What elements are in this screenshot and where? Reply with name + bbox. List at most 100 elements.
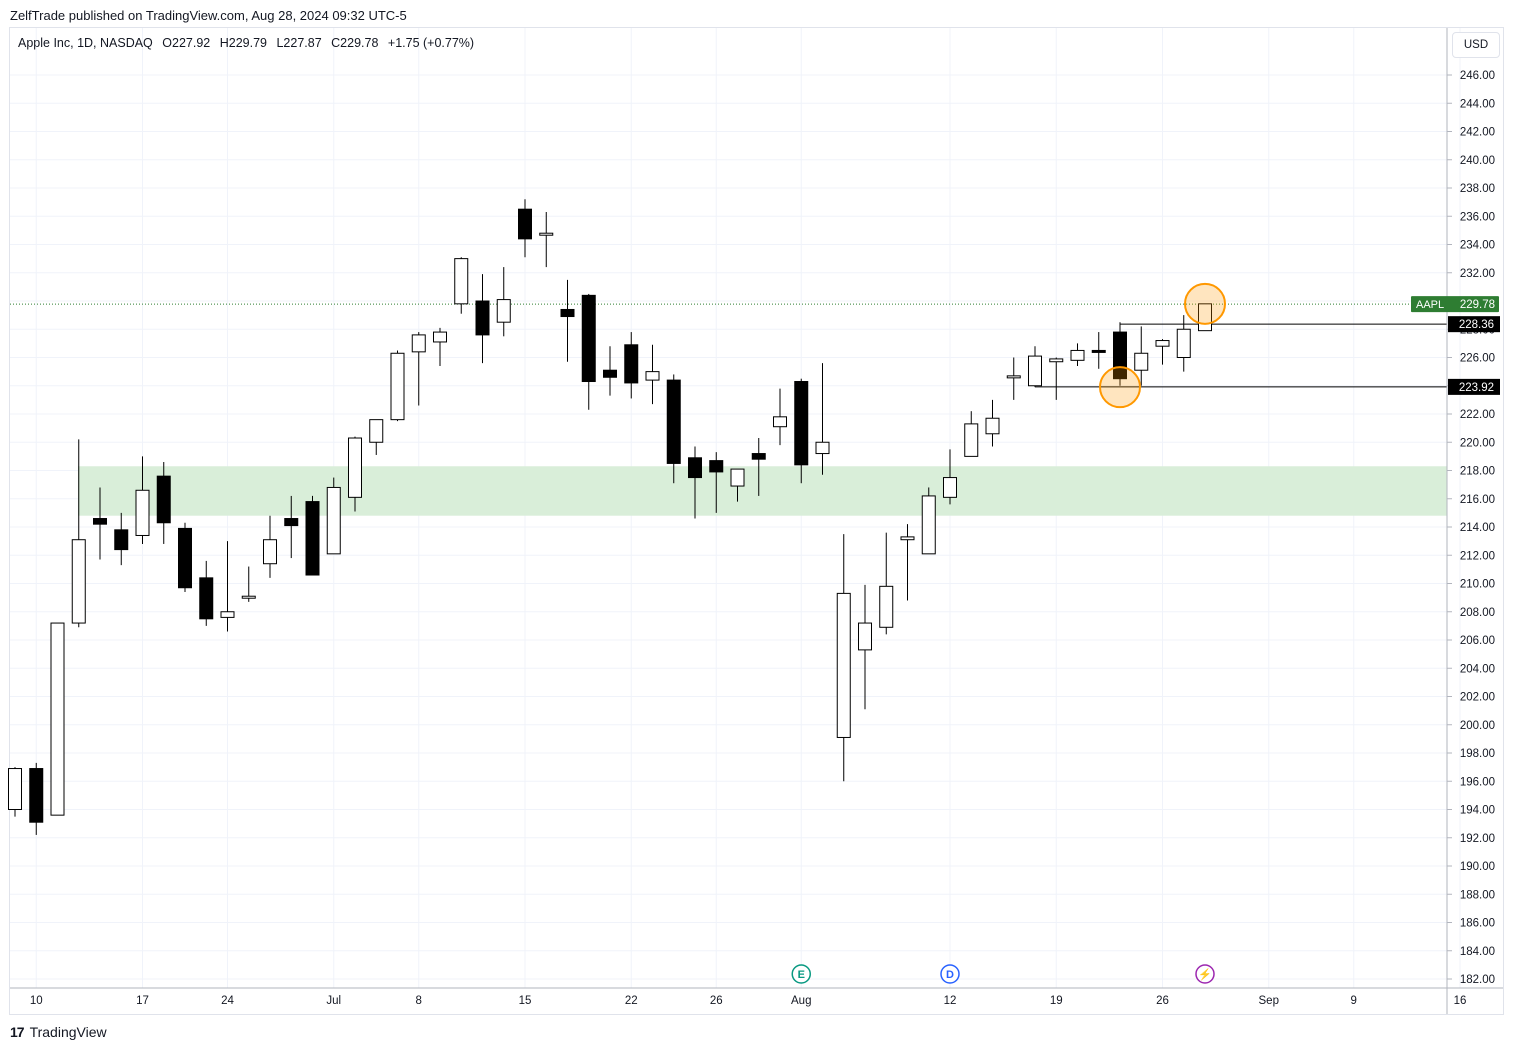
last-price-symbol: AAPL bbox=[1416, 299, 1444, 311]
level-price-label: 228.36 bbox=[1459, 319, 1494, 331]
candle-up bbox=[1134, 352, 1149, 371]
candle-down bbox=[751, 453, 766, 460]
candle-down bbox=[688, 457, 702, 479]
candle-down bbox=[518, 208, 532, 240]
price-tick-label: 218.00 bbox=[1460, 466, 1495, 478]
candle-up bbox=[1028, 355, 1042, 387]
event-marker[interactable]: ⚡ bbox=[1195, 964, 1215, 984]
candle-down bbox=[603, 369, 617, 378]
legend-close: C229.78 bbox=[331, 36, 379, 50]
candle-up bbox=[241, 595, 256, 599]
price-tick-label: 196.00 bbox=[1460, 776, 1495, 788]
currency-button[interactable]: USD bbox=[1452, 32, 1500, 58]
candle-down bbox=[114, 529, 129, 551]
date-tick-label: 16 bbox=[1454, 995, 1467, 1007]
candle-up bbox=[496, 299, 511, 323]
price-tick-label: 238.00 bbox=[1460, 183, 1495, 195]
level-lines bbox=[10, 303, 1447, 388]
event-marker[interactable]: D bbox=[940, 964, 960, 984]
candles bbox=[8, 199, 1212, 835]
candle-down bbox=[709, 460, 724, 473]
tradingview-logo-icon: 17 bbox=[10, 1024, 25, 1040]
time-axis: 10 17 24 Jul 8 15 22 26 Aug 12 19 26 Sep 9 16 bbox=[10, 987, 1503, 1007]
date-tick-label: 9 bbox=[1351, 995, 1357, 1007]
price-tick-label: 188.00 bbox=[1460, 889, 1495, 901]
legend-change: +1.75 (+0.77%) bbox=[387, 36, 475, 50]
candle-up bbox=[8, 768, 22, 810]
date-tick-label: Jul bbox=[326, 995, 341, 1007]
candle-down bbox=[624, 344, 639, 384]
level-price-tag bbox=[1448, 378, 1500, 395]
event-marker[interactable]: E bbox=[791, 964, 811, 984]
event-marker-label: E bbox=[798, 969, 805, 981]
candle-up bbox=[836, 592, 851, 738]
candle-down bbox=[93, 518, 107, 525]
grid bbox=[10, 28, 1461, 988]
support-zone-rect bbox=[78, 466, 1447, 516]
legend-open: O227.92 bbox=[162, 36, 211, 50]
highlight-circle bbox=[1099, 366, 1141, 409]
candle-up bbox=[879, 585, 894, 628]
candle-up bbox=[943, 477, 957, 498]
symbol-legend: Apple Inc, 1D, NASDAQ O227.92 H229.79 L2… bbox=[18, 36, 480, 50]
price-axis: 246.00 244.00 242.00 240.00 238.00 236.00 234.… bbox=[1411, 28, 1500, 1014]
candle-up bbox=[773, 416, 787, 428]
candle-up bbox=[454, 258, 469, 305]
footer-brand[interactable]: 17 TradingView bbox=[10, 1024, 107, 1040]
event-marker-label: D bbox=[946, 969, 954, 981]
date-tick-label: 8 bbox=[416, 995, 422, 1007]
event-marker-label: ⚡ bbox=[1198, 968, 1212, 981]
legend-low: L227.87 bbox=[276, 36, 322, 50]
candle-up bbox=[411, 334, 426, 353]
candle-up bbox=[326, 486, 341, 555]
candle-up bbox=[645, 371, 660, 381]
level-price-label: 223.92 bbox=[1459, 382, 1494, 394]
brand-name: TradingView bbox=[29, 1024, 107, 1040]
candle-up bbox=[539, 232, 554, 236]
candle-down bbox=[29, 768, 44, 823]
price-tick-label: 226.00 bbox=[1460, 353, 1495, 365]
event-marker-circle bbox=[1195, 964, 1215, 984]
candle-up bbox=[1176, 328, 1191, 358]
candle-down bbox=[305, 501, 320, 576]
price-tick-label: 246.00 bbox=[1460, 70, 1495, 82]
price-tick-label: 200.00 bbox=[1460, 720, 1495, 732]
candle-down bbox=[199, 577, 214, 620]
date-tick-label: 26 bbox=[710, 995, 723, 1007]
date-tick-label: 22 bbox=[625, 995, 638, 1007]
event-marker-circle bbox=[791, 964, 811, 984]
price-tick-label: 186.00 bbox=[1460, 918, 1495, 930]
publisher-line: ZelfTrade published on TradingView.com, … bbox=[10, 8, 407, 23]
price-tick-label: 206.00 bbox=[1460, 635, 1495, 647]
date-tick-label: Aug bbox=[791, 995, 811, 1007]
candle-up bbox=[220, 611, 235, 618]
price-tick-label: 234.00 bbox=[1460, 240, 1495, 252]
candle-down bbox=[156, 475, 171, 524]
level-price-tag bbox=[1448, 316, 1500, 333]
candle-up bbox=[1006, 375, 1021, 379]
candle-up bbox=[135, 489, 150, 536]
event-markers: E D ⚡ bbox=[791, 964, 1215, 984]
highlight-circle bbox=[1184, 282, 1226, 325]
price-tick-label: 236.00 bbox=[1460, 211, 1495, 223]
last-price-value: 229.78 bbox=[1460, 299, 1495, 311]
date-tick-label: 15 bbox=[519, 995, 532, 1007]
price-tick-label: 214.00 bbox=[1460, 522, 1495, 534]
symbol-name: Apple Inc, 1D, NASDAQ bbox=[18, 36, 153, 50]
candle-up bbox=[815, 441, 830, 455]
candle-up bbox=[985, 417, 1000, 435]
price-tick-label: 210.00 bbox=[1460, 579, 1495, 591]
date-tick-label: 12 bbox=[944, 995, 957, 1007]
date-tick-label: 17 bbox=[136, 995, 149, 1007]
candle-up bbox=[433, 331, 447, 343]
candle-up bbox=[369, 419, 384, 443]
legend-high: H229.79 bbox=[219, 36, 267, 50]
last-price-tag bbox=[1411, 296, 1499, 313]
support-zone bbox=[78, 466, 1447, 516]
candle-up bbox=[348, 437, 362, 498]
price-tick-label: 212.00 bbox=[1460, 550, 1495, 562]
date-tick-label: 10 bbox=[30, 995, 43, 1007]
candle-up bbox=[730, 468, 745, 487]
candle-down bbox=[581, 294, 596, 383]
